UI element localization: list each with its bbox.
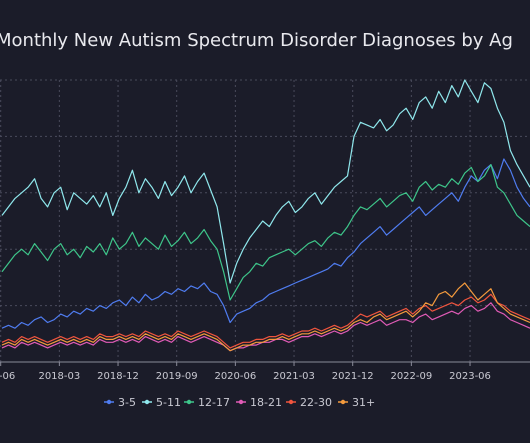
legend-label: 5-11 — [156, 396, 181, 409]
x-tick-label: 2019-09 — [156, 371, 198, 382]
legend-label: 31+ — [352, 396, 375, 409]
legend-label: 18-21 — [250, 396, 282, 409]
legend-label: 22-30 — [300, 396, 332, 409]
x-tick-label: 2021-03 — [273, 371, 315, 382]
series-line-3-5 — [1, 158, 530, 329]
legend-item-5-11[interactable]: 5-11 — [142, 396, 181, 409]
legend-item-3-5[interactable]: 3-5 — [104, 396, 136, 409]
legend-swatch-marker — [144, 399, 150, 405]
x-tick-label: 2022-09 — [390, 371, 432, 382]
legend-item-18-21[interactable]: 18-21 — [236, 396, 282, 409]
legend-swatch-marker — [288, 399, 294, 405]
legend-swatch-marker — [186, 399, 192, 405]
legend[interactable]: 3-5 5-11 12-17 18-21 22-30 31+ — [104, 396, 375, 409]
legend-label: 12-17 — [198, 396, 230, 409]
legend-item-12-17[interactable]: 12-17 — [184, 396, 230, 409]
series-line-22-30 — [1, 293, 530, 349]
series-lines — [1, 79, 530, 352]
legend-swatch-marker — [238, 399, 244, 405]
x-axis-ticks: 17-06 2018-03 2018-12 2019-09 2020-06 2021-03… — [0, 362, 491, 382]
legend-swatch-marker — [106, 399, 112, 405]
x-tick-label: 2020-06 — [214, 371, 256, 382]
legend-label: 3-5 — [118, 396, 136, 409]
chart-title: Monthly New Autism Spectrum Disorder Dia… — [0, 30, 513, 51]
x-tick-label: 2018-03 — [38, 371, 80, 382]
legend-item-31+[interactable]: 31+ — [338, 396, 375, 409]
series-line-31+ — [1, 282, 530, 352]
x-tick-label: 17-06 — [0, 371, 15, 382]
series-line-12-17 — [1, 164, 530, 301]
series-line-5-11 — [1, 79, 530, 284]
series-line-18-21 — [1, 302, 530, 352]
x-tick-label: 2023-06 — [449, 371, 491, 382]
legend-item-22-30[interactable]: 22-30 — [286, 396, 332, 409]
x-tick-label: 2018-12 — [97, 371, 139, 382]
grid — [0, 79, 530, 363]
legend-swatch-marker — [340, 399, 346, 405]
x-tick-label: 2021-12 — [332, 371, 374, 382]
